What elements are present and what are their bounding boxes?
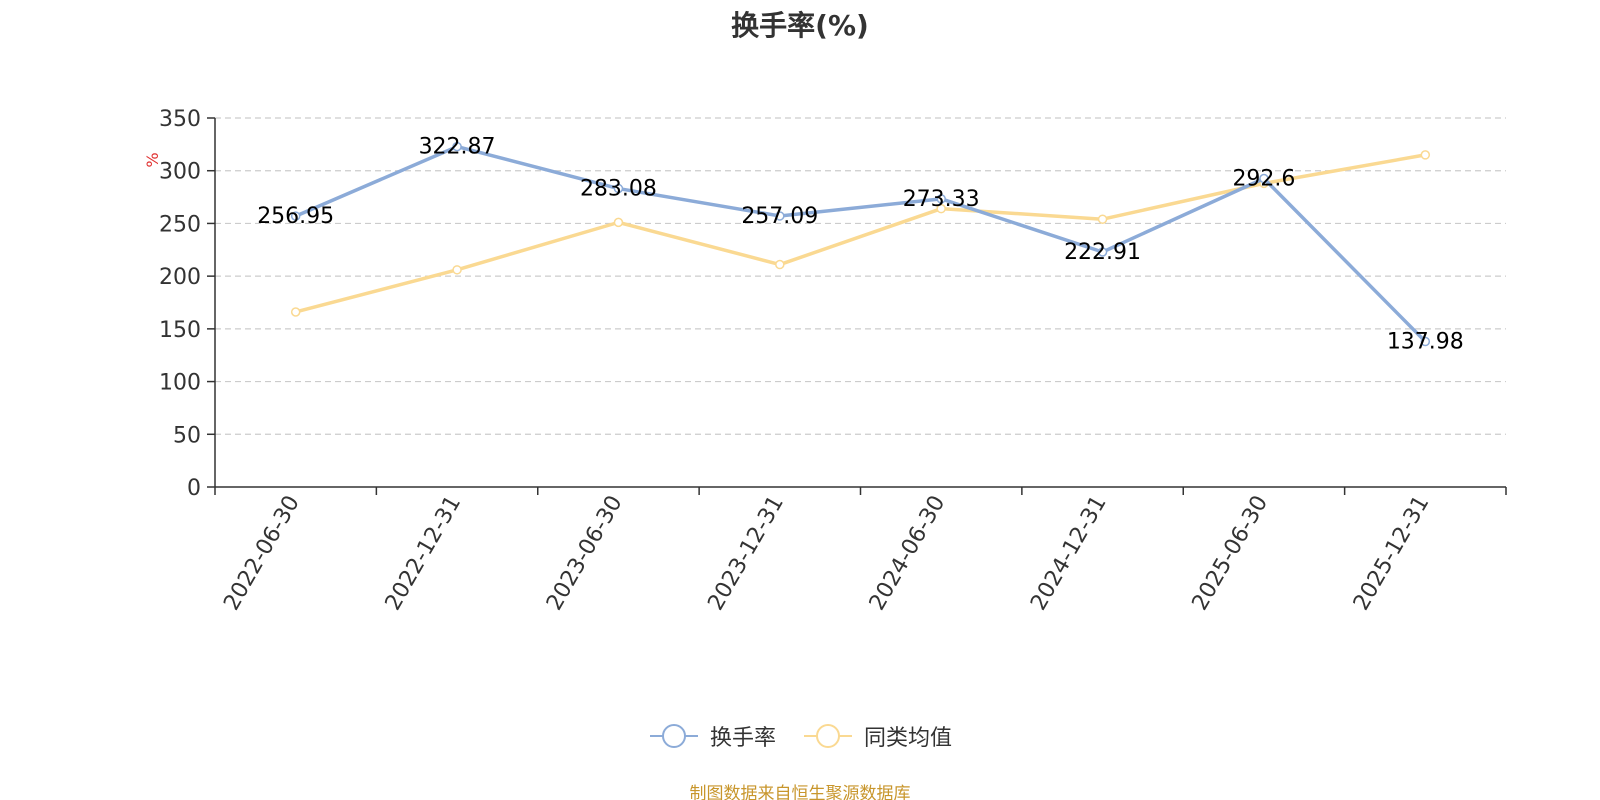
data-point	[1259, 173, 1269, 184]
data-point	[936, 203, 946, 214]
y-tick-label: 200	[159, 265, 201, 290]
data-point	[613, 217, 624, 228]
line-chart: 0 50 100 150 200 250 300 350% 2022-06-30 2022-12-…	[143, 107, 1507, 615]
series-lines	[290, 141, 1431, 347]
y-axis-unit-label: %	[143, 152, 162, 167]
data-point	[1097, 214, 1108, 224]
data-label: 137.98	[1387, 330, 1464, 355]
series-line-0	[294, 144, 1427, 343]
legend-item-peer-average[interactable]: 同类均值	[802, 720, 952, 752]
legend-peer-average-label: 同类均值	[864, 726, 953, 751]
data-point	[1420, 150, 1431, 160]
data-label: 283.08	[580, 177, 657, 202]
source-note: 制图数据来自恒生聚源数据库	[689, 784, 911, 800]
data-labels: 256.95 322.87 283.08 257.09 273.33 222.91 292.…	[257, 135, 1464, 355]
x-tick-label: 2024-12-31	[1026, 492, 1112, 615]
legend-item-turnover[interactable]: 换手率	[648, 720, 776, 752]
data-point	[290, 307, 301, 317]
data-label: 222.91	[1064, 240, 1141, 265]
data-point	[452, 265, 462, 275]
y-tick-label: 300	[159, 160, 201, 185]
data-point	[775, 259, 785, 270]
data-point	[775, 211, 785, 221]
x-tick-label: 2025-06-30	[1188, 492, 1274, 615]
legend-peer-average-marker-icon	[804, 724, 852, 748]
x-tick-label: 2025-12-31	[1349, 492, 1435, 615]
y-tick-label: 0	[187, 476, 201, 501]
data-label: 273.33	[903, 187, 980, 212]
axes: 0 50 100 150 200 250 300 350% 2022-06-30 2022-12-…	[143, 107, 1507, 615]
data-label: 292.6	[1232, 167, 1295, 192]
legend-turnover-marker-icon	[649, 724, 698, 748]
x-tick-label: 2023-12-31	[703, 492, 789, 615]
y-tick-label: 250	[159, 212, 201, 237]
y-tick-label: 100	[159, 371, 201, 396]
data-point	[936, 194, 946, 204]
x-tick-label: 2022-12-31	[381, 492, 467, 615]
data-point	[290, 211, 301, 221]
x-tick-label: 2024-06-30	[865, 492, 951, 615]
data-label: 257.09	[741, 204, 818, 229]
data-point	[1097, 247, 1108, 257]
data-label: 256.95	[257, 204, 334, 229]
data-point	[1420, 336, 1431, 347]
grid-lines	[215, 117, 1506, 435]
legend-turnover-label: 换手率	[709, 726, 776, 751]
data-point	[613, 183, 624, 194]
y-tick-label: 150	[159, 318, 201, 343]
y-tick-label: 50	[173, 423, 201, 448]
chart-title: 换手率(%)	[731, 9, 869, 42]
y-tick-label: 350	[159, 107, 201, 132]
legend: 换手率 同类均值	[0, 720, 1600, 752]
data-point	[452, 141, 462, 152]
x-tick-label: 2023-06-30	[542, 492, 628, 615]
data-label: 322.87	[419, 135, 496, 160]
x-tick-label: 2022-06-30	[219, 492, 305, 615]
